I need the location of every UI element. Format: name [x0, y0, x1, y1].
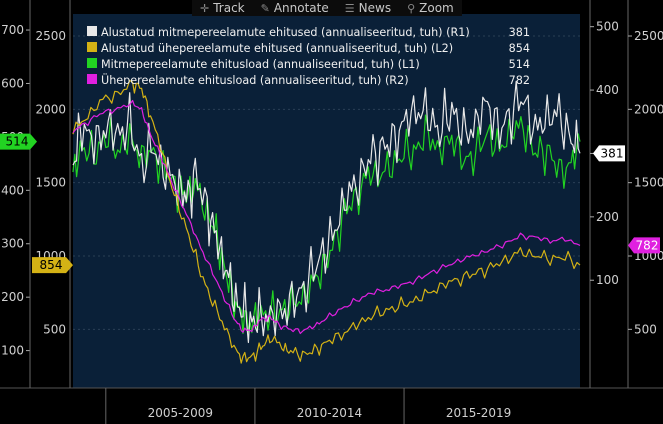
legend-swatch: [87, 58, 97, 68]
tag-left-yellow: 854: [40, 258, 63, 272]
y-left-outer-tick-label: 200: [1, 290, 24, 304]
tag-right-white: 381: [601, 146, 624, 160]
series-line-3: [72, 99, 581, 335]
annotate-label: Annotate: [273, 1, 329, 15]
legend-swatch: [87, 26, 97, 36]
y-left-outer-tick-label: 400: [1, 183, 24, 197]
magnifier-icon: ⚲: [407, 1, 416, 15]
legend-label: Mitmepereelamute ehitusload (annualiseer…: [101, 58, 420, 71]
legend-label: Alustatud mitmepereelamute ehitused (ann…: [101, 26, 470, 39]
y-left-inner-tick-label: 2000: [35, 102, 66, 116]
crosshair-icon: ✛: [200, 1, 210, 15]
plot-area: [73, 14, 580, 388]
legend-value: 381: [509, 26, 530, 39]
y-left-outer-tick-label: 700: [1, 23, 24, 37]
legend-label: Ühepereelamute ehitusload (annualiseerit…: [101, 74, 409, 87]
x-tick-label: 2005-2009: [148, 406, 213, 420]
tag-right-magenta: 782: [636, 238, 659, 252]
y-left-outer-tick-label: 100: [1, 344, 24, 358]
legend-label: Alustatud ühepereelamute ehitused (annua…: [101, 42, 453, 55]
y-right-inner-tick-label: 200: [596, 210, 619, 224]
tag-right-white-bg: [593, 145, 625, 162]
zoom-button[interactable]: ⚲ Zoom: [399, 0, 462, 16]
y-left-inner-tick-label: 1500: [35, 176, 66, 190]
annotate-button[interactable]: ✎ Annotate: [253, 0, 337, 16]
y-left-inner-tick-label: 2500: [35, 29, 66, 43]
pencil-icon: ✎: [260, 1, 270, 15]
tag-right-magenta-bg: [628, 237, 660, 254]
legend-swatch: [87, 74, 97, 84]
track-button[interactable]: ✛ Track: [192, 0, 253, 16]
y-right-outer-tick-label: 2500: [634, 29, 663, 43]
news-icon: ☰: [344, 1, 355, 15]
x-tick-label: 2015-2019: [446, 406, 511, 420]
series-line-1: [72, 79, 581, 364]
y-left-inner-tick-label: 500: [43, 322, 66, 336]
tag-left-green-bg: [0, 133, 37, 150]
y-right-outer-tick-label: 1500: [634, 176, 663, 190]
y-right-outer-tick-label: 2000: [634, 102, 663, 116]
y-right-inner-tick-label: 500: [596, 20, 619, 34]
y-right-inner-tick-label: 100: [596, 273, 619, 287]
tag-left-yellow-bg: [32, 257, 73, 274]
legend-value: 514: [509, 58, 530, 71]
y-right-outer-tick-label: 500: [634, 322, 657, 336]
track-label: Track: [213, 1, 245, 15]
chart-toolbar: ✛ Track ✎ Annotate ☰ News ⚲ Zoom: [192, 0, 462, 16]
legend-swatch: [87, 42, 97, 52]
y-left-outer-tick-label: 600: [1, 76, 24, 90]
news-button[interactable]: ☰ News: [337, 0, 399, 16]
legend-value: 854: [509, 42, 530, 55]
legend-value: 782: [509, 74, 530, 87]
news-label: News: [358, 1, 392, 15]
tag-left-green: 514: [6, 135, 29, 149]
zoom-label: Zoom: [419, 1, 454, 15]
y-left-outer-tick-label: 300: [1, 237, 24, 251]
y-right-inner-tick-label: 400: [596, 83, 619, 97]
x-tick-label: 2010-2014: [297, 406, 362, 420]
